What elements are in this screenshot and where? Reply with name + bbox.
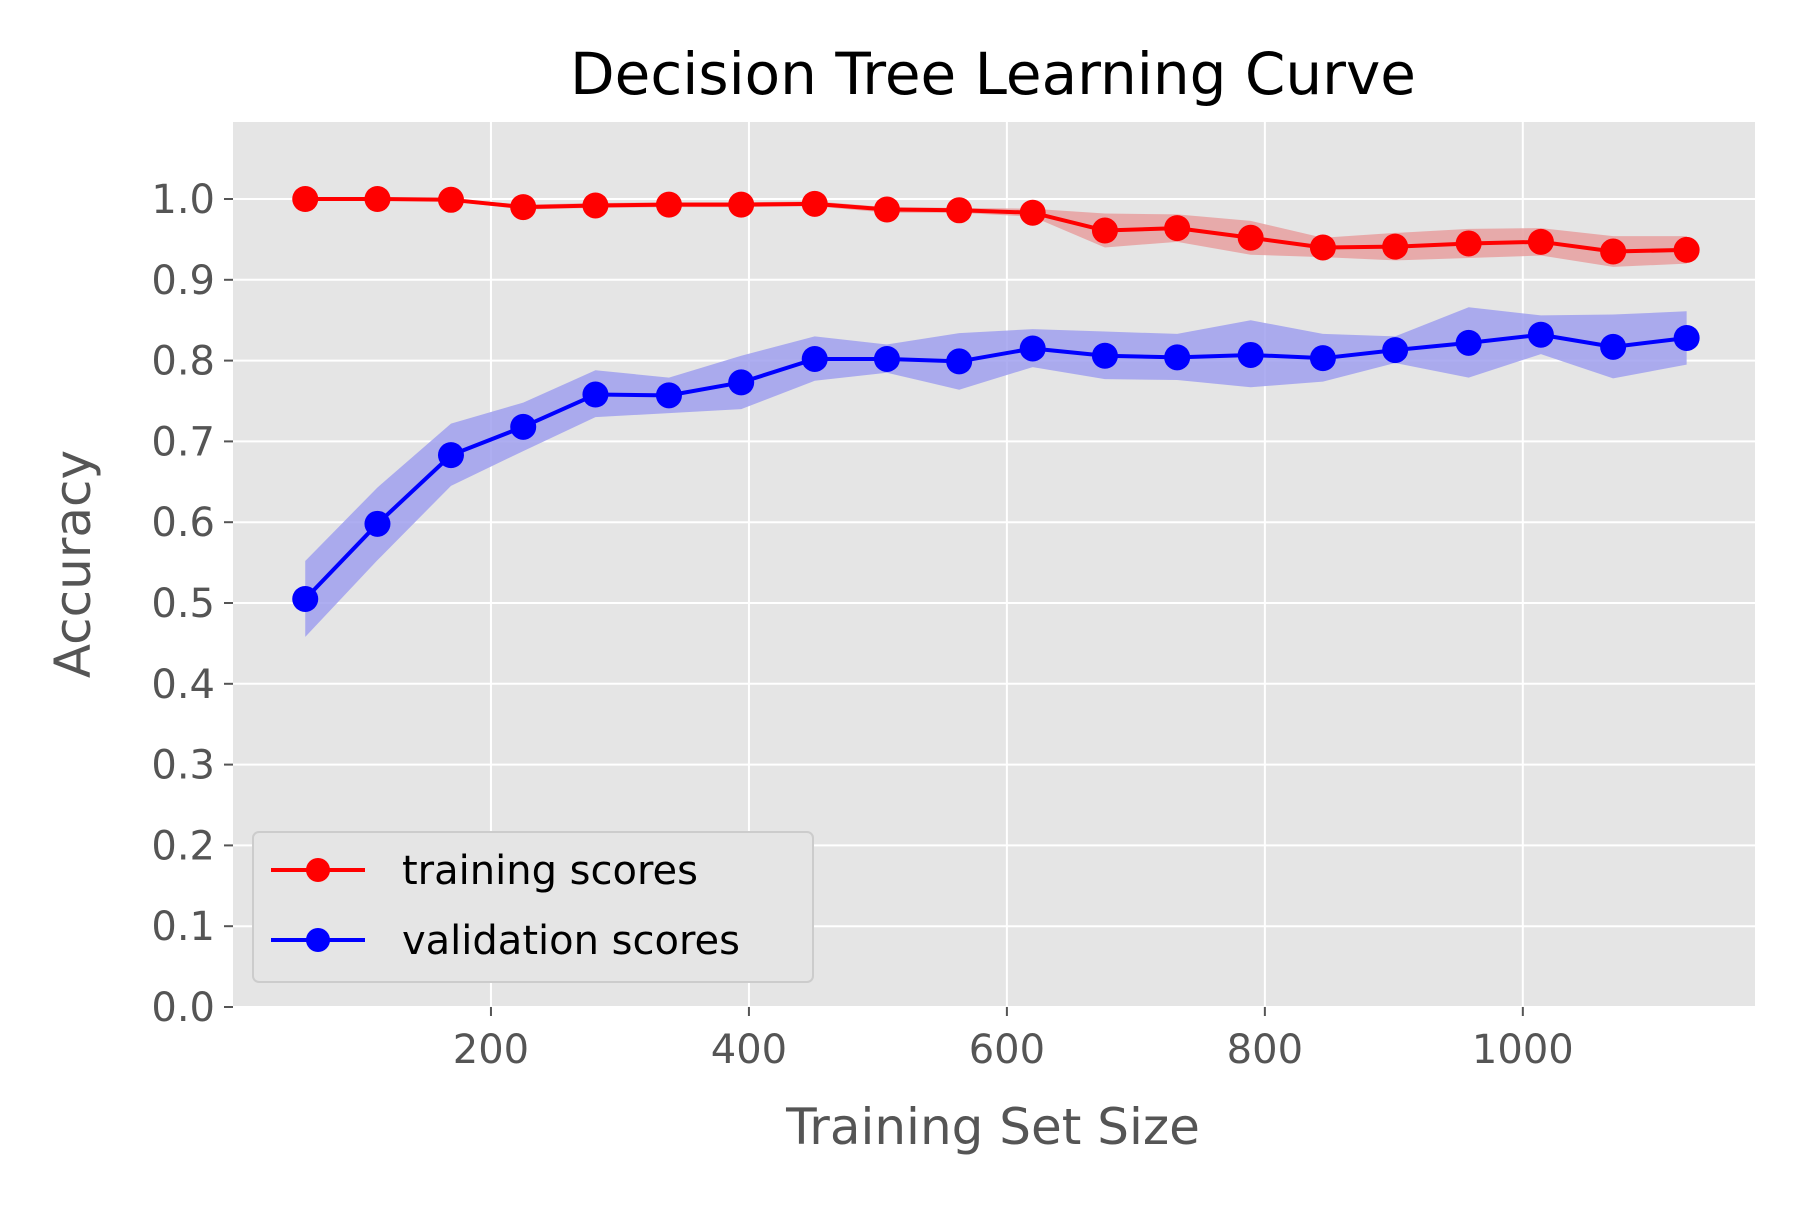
legend-label-training: training scores (402, 848, 698, 894)
y-tick-label: 0.2 (151, 823, 215, 869)
legend: training scores validation scores (252, 831, 814, 983)
y-tick-label: 0.3 (151, 743, 215, 789)
training-score-point (1164, 215, 1191, 242)
validation-score-point (1164, 344, 1191, 371)
validation-score-point (1091, 342, 1118, 369)
y-axis-label: Accuracy (44, 450, 102, 678)
validation-score-point (292, 585, 319, 612)
training-confidence-band (305, 199, 1687, 267)
training-score-point (582, 192, 609, 219)
legend-label-validation: validation scores (402, 918, 740, 964)
training-score-point (1527, 228, 1554, 255)
training-score-point (801, 190, 828, 217)
training-score-point (1019, 199, 1046, 226)
training-score-point (873, 196, 900, 223)
y-tick-label: 0.9 (151, 258, 215, 304)
validation-score-point (946, 348, 973, 375)
legend-marker-validation (306, 928, 330, 952)
y-tick-label: 0.5 (151, 581, 215, 627)
validation-confidence-band (305, 307, 1687, 637)
validation-score-point (582, 381, 609, 408)
validation-score-point (1455, 329, 1482, 356)
y-tick-label: 0.6 (151, 500, 215, 546)
training-score-point (946, 197, 973, 224)
x-axis-label: Training Set Size (785, 1098, 1200, 1156)
chart-title: Decision Tree Learning Curve (570, 40, 1416, 108)
validation-score-point (801, 345, 828, 372)
validation-score-point (437, 442, 464, 469)
training-score-point (1673, 236, 1700, 263)
validation-score-point (1527, 321, 1554, 348)
axis-ticks: 0.0 0.1 0.2 0.3 0.4 0.5 0.6 0.7 0.8 0.9 1.0 200 400 6… (151, 177, 1573, 1073)
training-score-point (1091, 217, 1118, 244)
training-score-point (510, 194, 537, 221)
series-markers (292, 186, 1700, 612)
validation-score-point (728, 369, 755, 396)
y-tick-label: 0.8 (151, 339, 215, 385)
validation-score-point (873, 345, 900, 372)
x-tick-label: 400 (711, 1027, 787, 1073)
training-score-point (1455, 230, 1482, 257)
training-score-point (1600, 238, 1627, 265)
y-tick-label: 1.0 (151, 177, 215, 223)
training-score-point (292, 186, 319, 212)
training-score-point (1382, 233, 1409, 260)
validation-score-point (1237, 341, 1264, 368)
x-tick-label: 200 (453, 1027, 529, 1073)
training-score-point (437, 186, 464, 213)
validation-score-point (1600, 333, 1627, 360)
validation-score-point (655, 382, 682, 409)
y-tick-label: 0.4 (151, 662, 215, 708)
y-tick-label: 0.0 (151, 985, 215, 1031)
y-tick-label: 0.1 (151, 904, 215, 950)
legend-marker-training (306, 858, 330, 882)
validation-score-point (1019, 335, 1046, 362)
training-score-point (1309, 234, 1336, 261)
validation-score-point (1309, 345, 1336, 372)
validation-score-point (1673, 324, 1700, 351)
x-tick-label: 1000 (1472, 1027, 1574, 1073)
legend-box (252, 831, 814, 983)
training-score-point (1237, 224, 1264, 251)
validation-score-point (364, 510, 391, 537)
x-tick-label: 800 (1227, 1027, 1303, 1073)
training-score-point (728, 191, 755, 218)
training-score-point (364, 186, 391, 212)
confidence-bands (305, 199, 1687, 637)
x-tick-label: 600 (969, 1027, 1045, 1073)
y-tick-label: 0.7 (151, 419, 215, 465)
validation-score-point (1382, 337, 1409, 364)
validation-score-point (510, 413, 537, 440)
training-score-point (655, 191, 682, 218)
